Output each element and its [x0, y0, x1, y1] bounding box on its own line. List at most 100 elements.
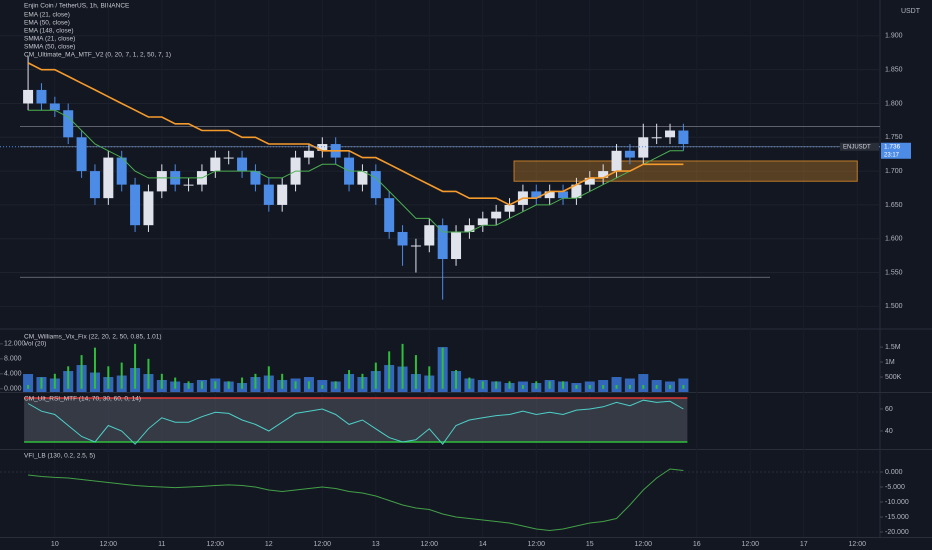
- x-tick-label: 12:00: [528, 541, 546, 548]
- y-tick-label: 1.800: [885, 100, 903, 107]
- x-tick-label: 12:00: [207, 541, 225, 548]
- wvf-bar: [120, 362, 123, 389]
- wvf-bar: [134, 343, 137, 389]
- candle-body: [558, 191, 569, 199]
- wvf-bar: [588, 385, 591, 389]
- indicator-line: [28, 468, 684, 532]
- candle-body: [63, 110, 74, 138]
- y-tick-label: 1.750: [885, 134, 903, 141]
- candle-body: [103, 157, 114, 199]
- wvf-bar: [414, 355, 417, 389]
- y-tick-label: 1.850: [885, 67, 903, 74]
- wvf-bar: [241, 377, 244, 389]
- candle-body: [89, 171, 100, 199]
- candle-body: [424, 225, 435, 246]
- legend-entry: EMA (50, close): [24, 20, 70, 27]
- last-price-label: 1.736: [884, 143, 901, 150]
- x-tick-label: 16: [693, 541, 701, 548]
- wvf-bar: [321, 385, 324, 389]
- wvf-bar: [281, 373, 284, 389]
- wvf-bar: [361, 373, 364, 389]
- countdown-label: 23:17: [884, 152, 900, 158]
- price-zone: [513, 160, 858, 182]
- candle-body: [544, 191, 555, 199]
- candle-body: [651, 137, 662, 139]
- wvf-bar: [455, 370, 458, 389]
- candle-body: [464, 225, 475, 232]
- candle-body: [410, 245, 421, 247]
- candle-body: [437, 225, 448, 260]
- wvf-bar: [187, 381, 190, 389]
- indicator-title: CM_Ult_RSI_MTF (14, 70, 30, 60, 0, 14): [24, 396, 141, 403]
- candle-body: [678, 130, 689, 145]
- wvf-bar: [642, 385, 645, 389]
- candle-body: [624, 150, 635, 158]
- y-tick-label: 1.650: [885, 202, 903, 209]
- candle-body: [76, 137, 87, 172]
- y-tick-label: -5.000: [885, 484, 905, 491]
- wvf-bar: [521, 385, 524, 389]
- indicator-subtitle: Vol (20): [24, 341, 46, 348]
- candle-body: [370, 171, 381, 199]
- candle-body: [384, 198, 395, 232]
- indicator-title: CM_Williams_Vix_Fix (22, 20, 2, 50, 0.85…: [24, 334, 162, 341]
- wvf-bar: [40, 377, 43, 389]
- y-tick-label: 1.600: [885, 236, 903, 243]
- wvf-bar: [602, 385, 605, 389]
- wvf-bar: [428, 366, 431, 389]
- candle-body: [156, 171, 167, 192]
- candle-body: [49, 103, 60, 111]
- candle-body: [223, 157, 234, 159]
- wvf-bar: [174, 377, 177, 389]
- y-tick-label: 0.000: [4, 386, 22, 393]
- wvf-bar: [575, 385, 578, 389]
- y-tick-label: 1M: [885, 359, 895, 366]
- candle-body: [303, 150, 314, 158]
- wvf-bar: [160, 373, 163, 389]
- volume-bar: [23, 374, 34, 392]
- y-tick-label: 40: [885, 428, 893, 435]
- candle-body: [277, 184, 288, 205]
- wvf-bar: [334, 381, 337, 389]
- wvf-bar: [615, 385, 618, 389]
- y-tick-label: 500K: [885, 374, 902, 381]
- wvf-bar: [388, 351, 391, 389]
- indicator-line: [27, 62, 684, 206]
- wvf-bar: [27, 385, 30, 389]
- x-tick-label: 12:00: [421, 541, 439, 548]
- wvf-bar: [53, 373, 56, 389]
- candle-body: [491, 211, 502, 219]
- legend-entry: CM_Ultimate_MA_MTF_V2 (0, 20, 7, 1, 2, 5…: [24, 52, 171, 59]
- legend-entry: SMMA (21, close): [24, 36, 75, 43]
- candle-body: [130, 184, 141, 226]
- candle-body: [143, 191, 154, 226]
- y-tick-label: -20.000: [885, 529, 909, 536]
- x-tick-label: 11: [158, 541, 165, 548]
- candle-body: [531, 191, 542, 199]
- candle-body: [638, 137, 649, 158]
- wvf-bar: [267, 366, 270, 389]
- wvf-bar: [307, 381, 310, 389]
- y-tick-label: 60: [885, 406, 893, 413]
- wvf-bar: [628, 385, 631, 389]
- candle-body: [477, 218, 488, 226]
- y-tick-label: 4.000: [4, 371, 22, 378]
- wvf-bar: [348, 370, 351, 389]
- y-tick-label: -15.000: [885, 514, 909, 521]
- volume-bar: [611, 377, 622, 392]
- wvf-bar: [548, 381, 551, 389]
- y-tick-label: 1.550: [885, 269, 903, 276]
- indicator-line: [28, 109, 684, 233]
- y-tick-label: 12.000: [4, 341, 26, 348]
- candle-body: [357, 171, 368, 185]
- candle-body: [237, 157, 248, 172]
- candle-body: [183, 184, 194, 186]
- candle-body: [584, 177, 595, 185]
- x-tick-label: 12:00: [742, 541, 760, 548]
- x-tick-label: 12:00: [848, 541, 866, 548]
- legend-entry: EMA (21, close): [24, 12, 70, 19]
- symbol-label: ENJUSDT: [843, 144, 871, 150]
